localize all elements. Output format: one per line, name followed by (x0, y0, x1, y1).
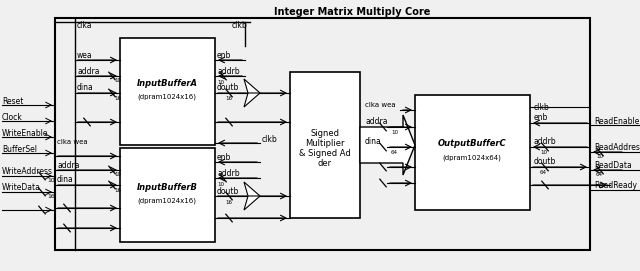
Text: 64: 64 (540, 170, 547, 176)
Text: clka wea: clka wea (365, 102, 396, 108)
Text: clka wea: clka wea (57, 139, 88, 145)
Polygon shape (244, 182, 260, 210)
Text: addrb: addrb (534, 137, 557, 147)
Text: InputBufferB: InputBufferB (136, 182, 197, 192)
Text: 64: 64 (596, 173, 603, 178)
Text: Multiplier: Multiplier (305, 138, 345, 147)
Text: WriteData: WriteData (2, 182, 41, 192)
Text: Integer Matrix Multiply Core: Integer Matrix Multiply Core (274, 7, 430, 17)
Text: OutputBufferC: OutputBufferC (438, 140, 506, 149)
Text: ReadData: ReadData (594, 162, 632, 170)
Text: 16: 16 (225, 96, 232, 102)
Bar (55, 18, 590, 250)
Text: clkb: clkb (534, 102, 550, 111)
Text: addrb: addrb (217, 66, 239, 76)
Text: 10: 10 (596, 154, 603, 160)
Text: 10: 10 (114, 79, 121, 83)
Text: clka: clka (77, 21, 93, 31)
Bar (120, 148, 215, 242)
Text: enb: enb (217, 50, 232, 60)
Text: der: der (318, 159, 332, 167)
Text: WriteAddress: WriteAddress (2, 166, 53, 176)
Text: 10: 10 (540, 150, 547, 156)
Text: 10: 10 (391, 130, 398, 134)
Text: ReadReady: ReadReady (594, 182, 637, 191)
Text: doutb: doutb (217, 83, 239, 92)
Text: enb: enb (217, 153, 232, 162)
Text: dina: dina (57, 176, 74, 185)
Text: & Signed Ad: & Signed Ad (299, 149, 351, 157)
Text: 16: 16 (225, 199, 232, 205)
Text: 64: 64 (391, 150, 398, 154)
Text: dina: dina (365, 137, 381, 147)
Text: addra: addra (77, 66, 99, 76)
Text: 16: 16 (47, 193, 55, 198)
Bar (290, 72, 360, 218)
Text: doutb: doutb (534, 157, 556, 166)
Text: ReadAddress: ReadAddress (594, 144, 640, 153)
Text: Reset: Reset (2, 96, 24, 105)
Text: (dpram1024x64): (dpram1024x64) (443, 155, 501, 161)
Text: WriteEnable: WriteEnable (2, 128, 49, 137)
Text: Signed: Signed (310, 128, 339, 137)
Text: wea: wea (77, 51, 93, 60)
Text: 10: 10 (217, 182, 224, 186)
Text: clkb: clkb (232, 21, 248, 31)
Bar (415, 95, 530, 210)
Text: InputBufferA: InputBufferA (136, 79, 198, 88)
Text: Clock: Clock (2, 112, 23, 121)
Bar (120, 38, 215, 145)
Text: 10: 10 (114, 173, 121, 178)
Text: 10: 10 (217, 79, 224, 85)
Text: ReadEnable: ReadEnable (594, 117, 639, 125)
Text: addra: addra (57, 160, 79, 169)
Polygon shape (360, 115, 415, 175)
Text: clkb: clkb (262, 134, 278, 144)
Text: dina: dina (77, 83, 93, 92)
Text: 16: 16 (114, 188, 121, 192)
Text: 10: 10 (47, 178, 55, 182)
Text: addrb: addrb (217, 169, 239, 178)
Polygon shape (244, 79, 260, 107)
Text: addra: addra (365, 118, 387, 127)
Text: 16: 16 (114, 95, 121, 101)
Text: (dpram1024x16): (dpram1024x16) (138, 198, 196, 204)
Text: (dpram1024x16): (dpram1024x16) (138, 94, 196, 100)
Text: doutb: doutb (217, 186, 239, 195)
Text: enb: enb (534, 114, 548, 122)
Text: BufferSel: BufferSel (2, 144, 37, 153)
